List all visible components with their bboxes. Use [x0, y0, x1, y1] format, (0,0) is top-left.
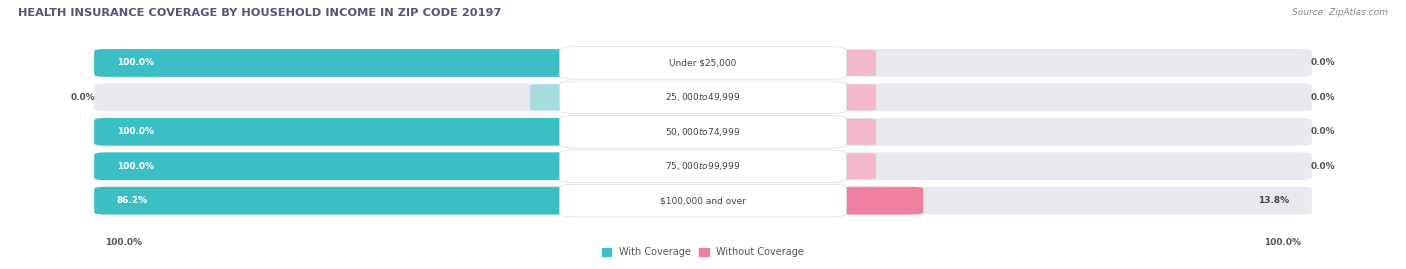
Text: 100.0%: 100.0%	[1264, 238, 1301, 247]
Text: 0.0%: 0.0%	[1310, 93, 1336, 102]
Text: 0.0%: 0.0%	[1310, 127, 1336, 136]
Text: 100.0%: 100.0%	[105, 238, 142, 247]
Text: 0.0%: 0.0%	[1310, 58, 1336, 68]
Text: 86.2%: 86.2%	[117, 196, 148, 205]
FancyBboxPatch shape	[94, 83, 1312, 111]
Text: $25,000 to $49,999: $25,000 to $49,999	[665, 91, 741, 103]
FancyBboxPatch shape	[530, 84, 583, 111]
FancyBboxPatch shape	[560, 81, 846, 114]
FancyBboxPatch shape	[560, 184, 846, 217]
FancyBboxPatch shape	[823, 84, 876, 111]
FancyBboxPatch shape	[94, 49, 714, 77]
Text: HEALTH INSURANCE COVERAGE BY HOUSEHOLD INCOME IN ZIP CODE 20197: HEALTH INSURANCE COVERAGE BY HOUSEHOLD I…	[18, 8, 502, 18]
FancyBboxPatch shape	[94, 187, 1312, 215]
FancyBboxPatch shape	[94, 118, 714, 146]
FancyBboxPatch shape	[560, 115, 846, 148]
Legend: With Coverage, Without Coverage: With Coverage, Without Coverage	[598, 243, 808, 261]
Text: 100.0%: 100.0%	[117, 127, 153, 136]
Text: 100.0%: 100.0%	[117, 162, 153, 171]
FancyBboxPatch shape	[560, 47, 846, 79]
Text: $75,000 to $99,999: $75,000 to $99,999	[665, 160, 741, 172]
Text: 100.0%: 100.0%	[117, 58, 153, 68]
FancyBboxPatch shape	[823, 153, 876, 179]
FancyBboxPatch shape	[823, 119, 876, 145]
FancyBboxPatch shape	[94, 152, 1312, 180]
FancyBboxPatch shape	[560, 150, 846, 183]
Text: $50,000 to $74,999: $50,000 to $74,999	[665, 126, 741, 138]
FancyBboxPatch shape	[94, 118, 1312, 146]
Text: Source: ZipAtlas.com: Source: ZipAtlas.com	[1292, 8, 1388, 17]
FancyBboxPatch shape	[94, 152, 714, 180]
Text: 13.8%: 13.8%	[1258, 196, 1289, 205]
Text: 0.0%: 0.0%	[1310, 162, 1336, 171]
FancyBboxPatch shape	[818, 187, 924, 215]
FancyBboxPatch shape	[823, 50, 876, 76]
FancyBboxPatch shape	[94, 187, 631, 215]
Text: $100,000 and over: $100,000 and over	[659, 196, 747, 205]
FancyBboxPatch shape	[94, 49, 1312, 77]
Text: Under $25,000: Under $25,000	[669, 58, 737, 68]
Text: 0.0%: 0.0%	[70, 93, 96, 102]
